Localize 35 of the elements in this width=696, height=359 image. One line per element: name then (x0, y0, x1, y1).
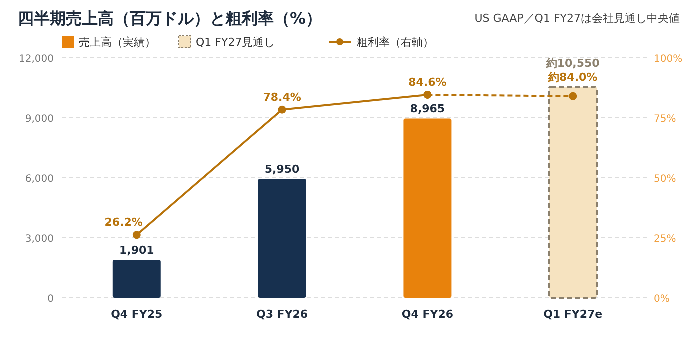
data-label: 約84.0% (548, 71, 598, 84)
data-label: 約10,550 (545, 57, 600, 70)
x-tick-label: Q4 FY25 (111, 308, 163, 321)
bar (112, 260, 161, 298)
y-tick-label: 6,000 (25, 174, 54, 185)
legend-label: 粗利率（右軸） (357, 36, 434, 49)
legend-label: Q1 FY27見通し (196, 36, 276, 49)
point (424, 90, 432, 99)
bar (548, 86, 598, 299)
chart-subtitle: US GAAP／Q1 FY27は会社見通し中央値 (474, 12, 680, 25)
x-tick-label: Q1 FY27e (544, 308, 603, 321)
y-tick-label: 3,000 (25, 234, 54, 245)
y-tick-label: 0 (48, 294, 54, 305)
x-tick-label: Q4 FY26 (402, 308, 454, 321)
y2-tick-label: 50% (654, 174, 676, 185)
point (132, 231, 141, 240)
y-tick-label: 12,000 (19, 54, 54, 65)
legend-label: 売上高（実績） (79, 36, 156, 49)
data-label: 5,950 (264, 163, 300, 176)
y2-tick-label: 0% (654, 294, 670, 305)
point (569, 92, 578, 100)
bar (404, 118, 452, 298)
y2-tick-label: 100% (654, 54, 683, 65)
data-label: 8,965 (410, 102, 446, 116)
data-label: 26.2% (104, 216, 143, 230)
point (278, 106, 286, 114)
chart-title: 四半期売上高（百万ドル）と粗利率（%） (18, 9, 322, 28)
y2-tick-label: 75% (654, 114, 676, 125)
y-tick-label: 9,000 (25, 114, 54, 125)
bar (258, 179, 306, 298)
data-label: 84.6% (408, 76, 447, 89)
x-tick-label: Q3 FY26 (256, 308, 308, 321)
data-label: 1,901 (119, 244, 154, 257)
y2-tick-label: 25% (654, 234, 676, 245)
data-label: 78.4% (263, 90, 302, 104)
